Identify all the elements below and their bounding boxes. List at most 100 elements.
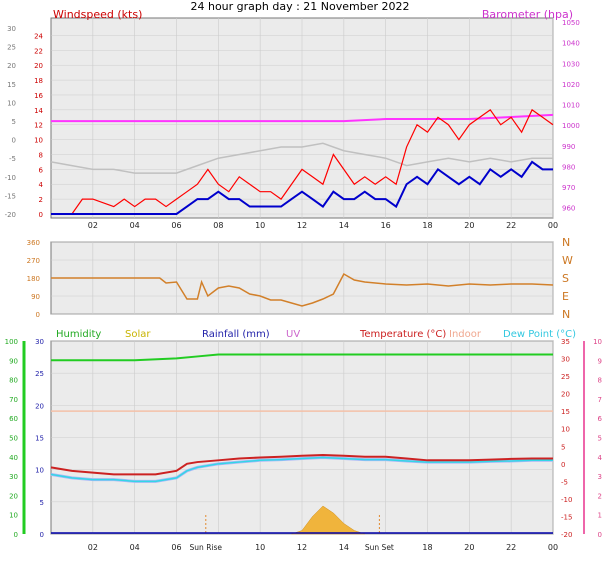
humidity-tick: 20 <box>9 492 18 500</box>
rain-tick: 10 <box>35 467 44 475</box>
humidity-line <box>51 353 553 362</box>
baro-tick: 970 <box>562 184 575 192</box>
windspeed-line <box>51 108 554 215</box>
rain-tick: 30 <box>35 338 44 346</box>
humidity-tick: 10 <box>9 512 18 520</box>
y-tick-outer: 20 <box>7 62 16 70</box>
x-tick-label: 06 <box>171 543 181 552</box>
temperature-line <box>50 454 553 476</box>
y-tick-outer: -5 <box>9 155 16 163</box>
baro-tick: 960 <box>562 205 575 213</box>
direction-series <box>51 272 554 307</box>
compass-label: N <box>562 236 570 249</box>
baro-axis-label: Barometer (hpa) <box>482 8 573 21</box>
y-tick-inner: 10 <box>34 137 43 145</box>
baro-tick: 990 <box>562 143 575 151</box>
legend-item: Humidity <box>56 329 101 340</box>
x-tick-label: 00 <box>548 221 558 230</box>
humidity-tick: 60 <box>9 415 18 423</box>
temp-tick: 15 <box>561 408 570 416</box>
y-tick-outer: 0 <box>12 137 16 145</box>
legend-item: Temperature (°C) <box>359 329 446 340</box>
uv-tick: 4 <box>598 454 603 462</box>
temperature-overlay-line <box>50 142 553 174</box>
y-tick-inner: 2 <box>39 196 43 204</box>
humidity-tick: 100 <box>5 338 18 346</box>
humidity-tick: 30 <box>9 473 18 481</box>
temp-tick: 5 <box>561 443 565 451</box>
uv-tick: 5 <box>598 435 602 443</box>
uv-tick: 1 <box>598 512 602 520</box>
humidity-tick: 90 <box>9 357 18 365</box>
y-tick-outer: 5 <box>12 118 16 126</box>
uv-tick: 8 <box>598 377 602 385</box>
x-tick-label: 22 <box>506 543 516 552</box>
x-tick-label: 14 <box>339 543 349 552</box>
legend-item: Indoor <box>449 329 482 340</box>
temp-tick: 35 <box>561 338 570 346</box>
y-tick-outer: 10 <box>7 99 16 107</box>
wind-grid <box>51 18 554 218</box>
temp-tick: -10 <box>561 496 572 504</box>
wind-series <box>50 108 554 215</box>
dir-tick: 360 <box>27 239 40 247</box>
x-tick-label: 10 <box>255 543 265 552</box>
sun-label: Sun Rise <box>190 543 223 552</box>
x-tick-label: 20 <box>464 221 474 230</box>
uv-tick: 7 <box>598 396 602 404</box>
y-tick-inner: 18 <box>34 77 43 85</box>
legends: Humidity Solar Rainfall (mm) UV Temperature … <box>56 329 576 340</box>
uv-tick: 0 <box>598 531 602 539</box>
x-tick-label: 00 <box>548 543 558 552</box>
uv-tick: 9 <box>598 357 602 365</box>
compass-label: N <box>562 308 570 321</box>
x-tick-label: 14 <box>339 221 349 230</box>
y-tick-outer: 30 <box>7 25 16 33</box>
y-tick-inner: 22 <box>34 47 43 55</box>
humidity-tick: 80 <box>9 377 18 385</box>
compass-label: S <box>562 272 569 285</box>
baro-tick: 1020 <box>562 81 580 89</box>
temp-tick: 20 <box>561 391 570 399</box>
y-tick-outer: -10 <box>5 174 16 182</box>
y-tick-inner: 14 <box>34 107 43 115</box>
temp-tick: 10 <box>561 426 570 434</box>
temperature-grid <box>51 340 554 535</box>
baro-tick: 980 <box>562 163 575 171</box>
baro-tick: 1050 <box>562 19 580 27</box>
uv-tick: 2 <box>598 492 602 500</box>
dir-tick: 270 <box>27 257 40 265</box>
x-tick-label: 16 <box>381 221 391 230</box>
rain-tick: 25 <box>35 370 44 378</box>
temp-tick: -5 <box>561 478 568 486</box>
x-tick-label: 12 <box>297 543 307 552</box>
y-tick-outer: 25 <box>7 44 16 52</box>
baro-tick: 1040 <box>562 40 580 48</box>
y-tick-outer: -20 <box>5 211 16 219</box>
axes-labels: 02 04 06 08 10 12 14 16 18 20 22 00302520151050-5-1… <box>5 8 603 552</box>
legend-item: Solar <box>125 329 151 340</box>
uv-tick: 10 <box>593 338 602 346</box>
rain-tick: 5 <box>40 499 44 507</box>
x-tick-label: 04 <box>130 543 140 552</box>
x-tick-label: 08 <box>213 221 223 230</box>
x-tick-label: 04 <box>130 221 140 230</box>
dir-tick: 0 <box>36 311 40 319</box>
wind-axis-label: Windspeed (kts) <box>53 8 142 21</box>
rain-tick: 20 <box>35 402 44 410</box>
temp-tick: 25 <box>561 373 570 381</box>
compass-label: E <box>562 290 569 303</box>
baro-tick: 1030 <box>562 60 580 68</box>
temperature-series <box>50 353 553 535</box>
uv-tick: 6 <box>598 415 603 423</box>
baro-tick: 1010 <box>562 102 580 110</box>
humidity-tick: 70 <box>9 396 18 404</box>
x-tick-label: 12 <box>297 221 307 230</box>
x-tick-label: 02 <box>88 543 98 552</box>
y-tick-inner: 8 <box>39 151 43 159</box>
y-tick-inner: 0 <box>39 211 43 219</box>
sun-label: Sun Set <box>365 543 394 552</box>
temp-tick: -20 <box>561 531 572 539</box>
x-tick-label: 02 <box>88 221 98 230</box>
